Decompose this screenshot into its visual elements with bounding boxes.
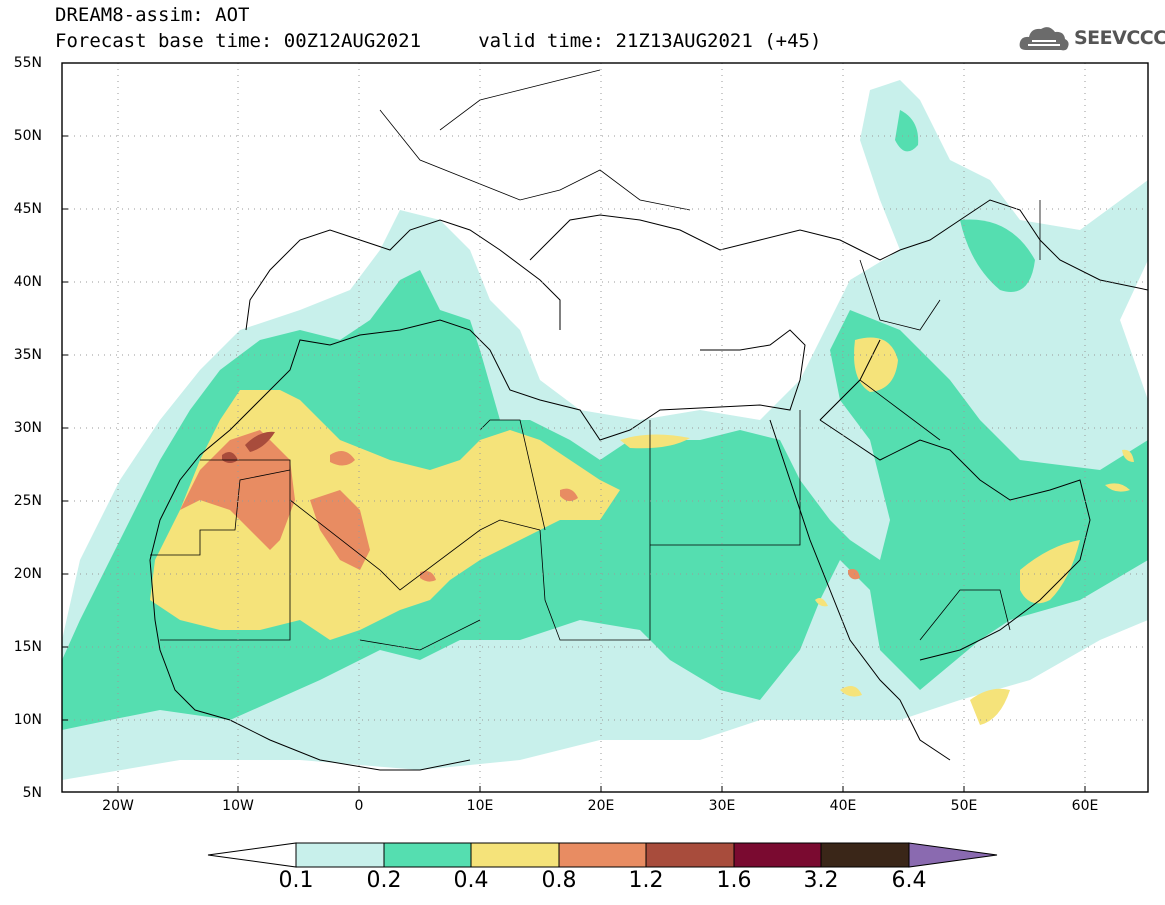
colorbar-label: 1.6 <box>716 868 752 893</box>
lon-label-10e: 10E <box>466 798 494 814</box>
aot-field <box>62 80 1148 780</box>
colorbar-label: 3.2 <box>803 868 839 893</box>
coastlines <box>149 199 1148 771</box>
colorbar-label: 6.4 <box>891 868 927 893</box>
lat-label-10n: 10N <box>13 712 42 728</box>
colorbar-label: 0.8 <box>541 868 577 893</box>
lon-label-60e: 60E <box>1071 798 1099 814</box>
cloud-icon <box>1019 27 1069 51</box>
lat-label-50n: 50N <box>13 128 42 144</box>
lat-label-5n: 5N <box>22 785 42 801</box>
lat-label-30n: 30N <box>13 420 42 436</box>
logo-text: SEEVCCC <box>1074 27 1165 49</box>
colorbar-label: 0.1 <box>278 868 314 893</box>
map-title: DREAM8-assim: AOT <box>55 4 250 26</box>
lat-label-40n: 40N <box>13 274 42 290</box>
colorbar-segment-7 <box>820 842 910 868</box>
colorbar-segment-5 <box>645 842 735 868</box>
lon-label-20w: 20W <box>102 798 134 814</box>
colorbar-label: 0.4 <box>453 868 489 893</box>
lat-label-45n: 45N <box>13 201 42 217</box>
lat-label-35n: 35N <box>13 347 42 363</box>
lon-label-10w: 10W <box>222 798 254 814</box>
colorbar-segment-6 <box>733 842 822 868</box>
lat-label-15n: 15N <box>13 639 42 655</box>
colorbar-segment-4 <box>558 842 647 868</box>
lat-label-20n: 20N <box>13 566 42 582</box>
lon-label-30e: 30E <box>708 798 736 814</box>
graticule <box>62 63 1148 792</box>
seevccc-logo: SEEVCCC <box>1018 24 1165 52</box>
axis-ticks <box>62 135 1086 792</box>
lat-label-55n: 55N <box>13 55 42 71</box>
lon-label-20e: 20E <box>587 798 615 814</box>
lat-label-25n: 25N <box>13 493 42 509</box>
colorbar-label: 0.2 <box>366 868 402 893</box>
colorbar-segment-2 <box>383 842 472 868</box>
colorbar-under-arrow <box>207 842 297 868</box>
lon-label-50e: 50E <box>950 798 978 814</box>
colorbar-label: 1.2 <box>628 868 664 893</box>
colorbar-segment-1 <box>295 842 385 868</box>
map-subtitle-times: Forecast base time: 00Z12AUG2021 valid t… <box>55 30 822 52</box>
lon-label-40e: 40E <box>829 798 857 814</box>
colorbar-segment-3 <box>470 842 560 868</box>
lon-label-0: 0 <box>354 798 364 814</box>
country-borders <box>150 69 1041 651</box>
colorbar-over-arrow <box>908 842 998 868</box>
